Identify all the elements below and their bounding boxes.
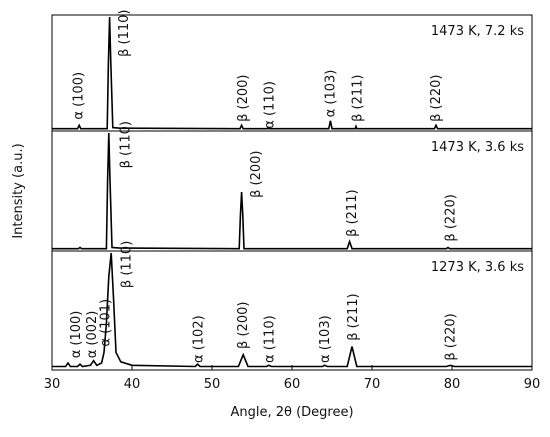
- peak-label: β (110): [119, 121, 134, 168]
- x-tick-label: 60: [284, 377, 301, 392]
- peak-label: β (220): [443, 194, 458, 241]
- peak-label: α (100): [71, 72, 86, 120]
- peak-label: α (101): [99, 299, 114, 347]
- peak-label: α (103): [318, 315, 333, 363]
- x-tick-label: 50: [204, 377, 221, 392]
- peak-label: β (200): [249, 151, 264, 198]
- panel-label: 1473 K, 3.6 ks: [431, 140, 524, 155]
- x-tick-label: 30: [44, 377, 61, 392]
- y-axis-label: Intensity (a.u.): [11, 143, 26, 238]
- peak-label: α (100): [69, 311, 84, 359]
- panel-label: 1273 K, 3.6 ks: [431, 260, 524, 275]
- peak-label: α (110): [263, 315, 278, 363]
- xrd-line: [52, 252, 532, 368]
- peak-label: β (200): [236, 74, 251, 121]
- peak-label: β (110): [117, 10, 132, 57]
- xrd-line: [52, 16, 532, 130]
- peak-label: α (102): [191, 315, 206, 363]
- peak-label: β (211): [351, 74, 366, 121]
- panel-label: 1473 K, 7.2 ks: [431, 24, 524, 39]
- peak-label: β (211): [346, 293, 361, 340]
- peak-label: β (211): [345, 189, 360, 236]
- peak-label: β (200): [236, 302, 251, 349]
- peak-label: α (110): [263, 81, 278, 129]
- x-tick-label: 90: [524, 377, 541, 392]
- x-axis-label: Angle, 2θ (Degree): [230, 405, 353, 420]
- peak-label: β (220): [443, 313, 458, 360]
- peak-label: α (002): [85, 311, 100, 359]
- peak-label: β (110): [119, 241, 134, 288]
- x-tick-label: 80: [444, 377, 461, 392]
- peak-label: β (220): [429, 74, 444, 121]
- x-tick-label: 40: [124, 377, 141, 392]
- xrd-line: [52, 132, 532, 250]
- peak-label: α (103): [323, 70, 338, 118]
- x-tick-label: 70: [364, 377, 381, 392]
